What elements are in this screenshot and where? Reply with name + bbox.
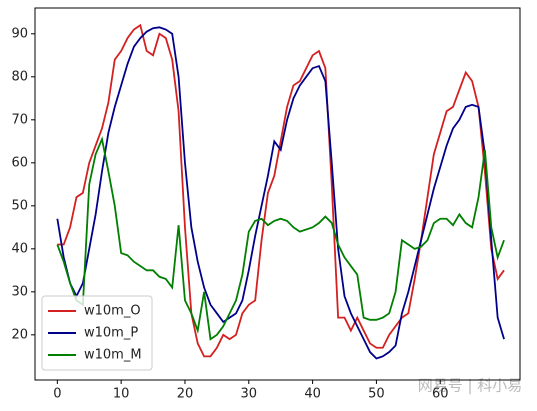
legend-label: w10m_P bbox=[84, 326, 138, 341]
y-tick-label: 40 bbox=[11, 241, 28, 256]
legend-label: w10m_M bbox=[84, 348, 142, 363]
watermark: 网易号 | 科小易 bbox=[418, 377, 523, 395]
x-tick-label: 0 bbox=[53, 387, 61, 402]
x-tick-label: 50 bbox=[368, 387, 385, 402]
y-tick-label: 90 bbox=[11, 26, 28, 41]
y-tick-label: 70 bbox=[11, 112, 28, 127]
x-tick-label: 10 bbox=[113, 387, 130, 402]
y-tick-label: 50 bbox=[11, 198, 28, 213]
series-line bbox=[57, 23, 505, 358]
series-line bbox=[56, 26, 505, 360]
legend-box bbox=[41, 295, 153, 371]
y-tick-label: 60 bbox=[11, 155, 28, 170]
plot-frame bbox=[34, 7, 521, 381]
y-tick-label: 20 bbox=[11, 327, 28, 342]
legend-label: w10m_O bbox=[84, 304, 141, 319]
x-tick-label: 30 bbox=[241, 387, 258, 402]
series-line bbox=[56, 136, 505, 341]
y-tick-label: 80 bbox=[11, 69, 28, 84]
x-tick-label: 20 bbox=[177, 387, 194, 402]
x-tick-label: 60 bbox=[432, 387, 449, 402]
x-tick-label: 40 bbox=[304, 387, 321, 402]
y-tick-label: 30 bbox=[11, 284, 28, 299]
